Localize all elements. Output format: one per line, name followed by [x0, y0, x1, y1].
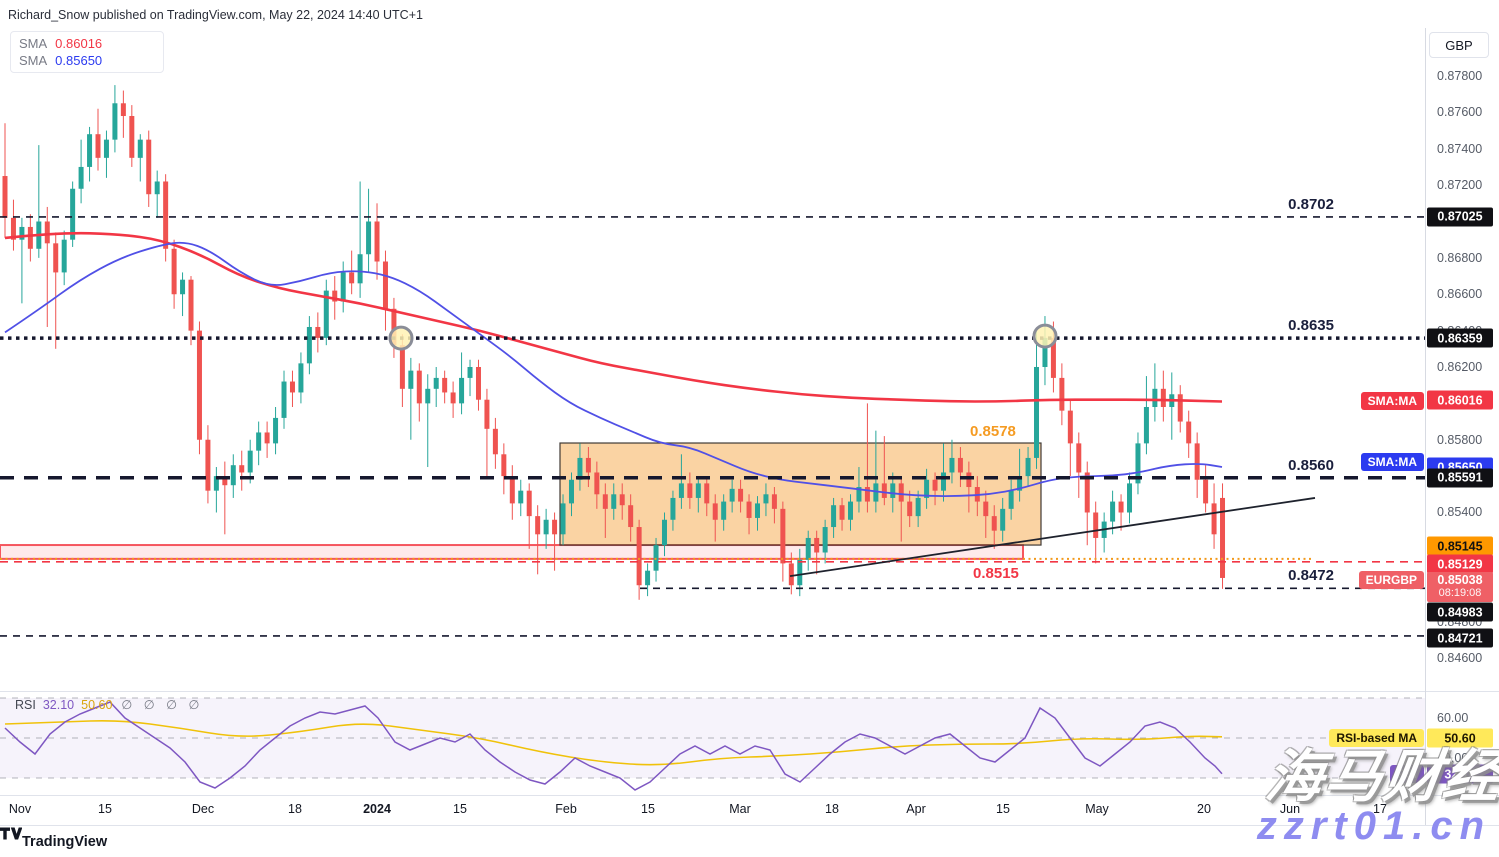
- rsi-value-badge: 50.60: [1427, 728, 1493, 748]
- price-level-lines[interactable]: [0, 216, 1425, 637]
- currency-label: GBP: [1445, 37, 1473, 53]
- watermark-cjk: 海马财经: [1261, 745, 1499, 809]
- price-tick: 0.87400: [1437, 141, 1483, 156]
- price-badge: 0.87025: [1427, 207, 1493, 227]
- rsi-value-badge: 32.10: [1427, 764, 1493, 784]
- time-tick: 15: [641, 802, 655, 816]
- price-tick: 0.87800: [1437, 69, 1483, 83]
- rsi-line: [4, 701, 1223, 791]
- sma-legend-row-1: SMA 0.86016: [19, 35, 155, 52]
- tradingview-brand[interactable]: TradingView: [22, 833, 108, 850]
- price-badge: 0.84983: [1427, 602, 1493, 622]
- price-badge: 0.85591: [1427, 468, 1493, 488]
- circle-marker[interactable]: [388, 325, 414, 351]
- sma-legend: SMA 0.86016 SMA 0.85650: [10, 31, 164, 73]
- watermark-url: zzrt01.cn: [1256, 804, 1491, 848]
- time-tick: Apr: [906, 802, 926, 816]
- price-tick: 0.87600: [1437, 105, 1483, 120]
- sma2-label: SMA: [19, 53, 48, 68]
- level-label: 0.8472: [1288, 567, 1334, 585]
- axis-pill-eurgbp: EURGBP: [1358, 571, 1424, 589]
- rsi-value: 32.10: [42, 698, 75, 712]
- sma1-label: SMA: [19, 36, 48, 51]
- time-tick: Dec: [191, 802, 215, 816]
- sma-legend-row-2: SMA 0.85650: [19, 52, 155, 69]
- axis-pill-smama: SMA:MA: [1360, 453, 1424, 471]
- rsi-ma-value: 50.60: [81, 698, 113, 712]
- sma-blue-line: [4, 241, 1223, 498]
- rsi-hidden-bands: ∅ ∅ ∅ ∅: [121, 698, 204, 712]
- pane-separators: [0, 28, 1499, 826]
- price-badge: 0.85145: [1427, 536, 1493, 556]
- price-tick: 0.85800: [1437, 432, 1483, 447]
- price-tick: 0.85400: [1437, 505, 1483, 520]
- time-tick: May: [1085, 802, 1109, 816]
- rsi-pill: RSI-based MA: [1329, 729, 1424, 747]
- price-tick: 0.86600: [1437, 287, 1483, 302]
- level-label: 0.8702: [1288, 195, 1334, 213]
- price-tick: 0.84600: [1437, 650, 1483, 665]
- rsi-tick: 60.00: [1437, 711, 1469, 725]
- rsi-ma-line: [4, 720, 1223, 766]
- candlestick-series: [2, 85, 1226, 600]
- price-tick: 0.86800: [1437, 250, 1483, 265]
- ascending-trendline[interactable]: [789, 497, 1316, 578]
- footer-bar: TradingView: [0, 826, 1499, 857]
- box-top-label: 0.8578: [970, 423, 1016, 440]
- axis-pill-smama: SMA:MA: [1360, 392, 1424, 410]
- level-label: 0.8635: [1288, 317, 1334, 335]
- rsi-label: RSI: [15, 698, 36, 712]
- price-badge: 0.84721: [1427, 628, 1493, 648]
- time-tick: 15: [453, 802, 467, 816]
- time-tick: 20: [1197, 802, 1211, 816]
- time-tick: Feb: [555, 802, 577, 816]
- price-tick: 0.86200: [1437, 359, 1483, 374]
- time-tick: 15: [98, 802, 112, 816]
- price-badge: 0.85129: [1427, 554, 1493, 574]
- time-tick: 15: [996, 802, 1010, 816]
- countdown-timer: 08:19:08: [1438, 587, 1482, 599]
- time-tick: 2024: [363, 802, 391, 816]
- rsi-legend: RSI 32.10 50.60 ∅ ∅ ∅ ∅: [15, 697, 203, 712]
- sma-red-line: [4, 231, 1223, 403]
- price-tick: 0.87200: [1437, 178, 1483, 193]
- circle-marker[interactable]: [1032, 323, 1058, 349]
- time-tick: Mar: [729, 802, 751, 816]
- box-bottom-label: 0.8515: [973, 564, 1019, 582]
- price-badge: 0.86359: [1427, 328, 1493, 348]
- time-tick: 18: [825, 802, 839, 816]
- time-tick: 18: [288, 802, 302, 816]
- rsi-pane-background: [0, 697, 1425, 779]
- rsi-tick: 40.00: [1437, 751, 1469, 765]
- time-tick: 17: [1373, 802, 1387, 816]
- level-label: 0.8560: [1288, 456, 1334, 474]
- time-tick: Jun: [1279, 802, 1301, 816]
- publish-header-title: Richard_Snow published on TradingView.co…: [8, 8, 423, 22]
- price-badge: 0.85038 08:19:08: [1427, 572, 1493, 602]
- currency-button[interactable]: GBP: [1429, 32, 1489, 58]
- time-tick: Nov: [8, 802, 32, 816]
- rsi-pill: RSI: [1389, 765, 1424, 783]
- sma2-value: 0.85650: [55, 53, 103, 68]
- sma1-value: 0.86016: [55, 36, 103, 51]
- price-badge: 0.86016: [1427, 390, 1493, 410]
